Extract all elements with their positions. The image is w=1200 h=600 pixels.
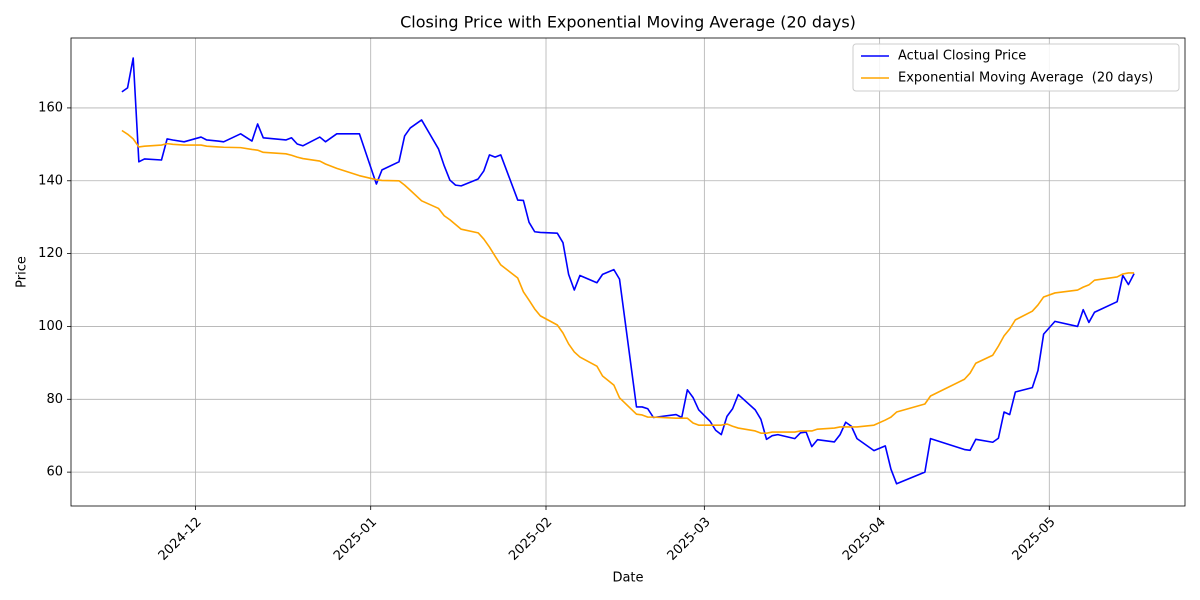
legend-box bbox=[852, 43, 1180, 92]
y-tick-label: 80 bbox=[46, 392, 63, 407]
y-tick-label: 140 bbox=[38, 173, 63, 188]
y-tick-label: 100 bbox=[38, 319, 63, 334]
legend-label: Exponential Moving Average (20 days) bbox=[898, 71, 1153, 86]
y-tick-label: 120 bbox=[38, 246, 63, 261]
x-axis-label: Date bbox=[612, 571, 643, 586]
y-axis-label: Price bbox=[15, 256, 30, 288]
series-line bbox=[121, 57, 1135, 485]
series-line bbox=[121, 129, 1135, 434]
plot-frame bbox=[70, 37, 1186, 507]
chart-title: Closing Price with Exponential Moving Av… bbox=[400, 13, 856, 32]
legend-label: Actual Closing Price bbox=[898, 49, 1026, 64]
y-tick-label: 160 bbox=[38, 100, 63, 115]
y-tick-label: 60 bbox=[46, 465, 63, 480]
legend: Actual Closing Price Exponential Moving A… bbox=[852, 43, 1180, 92]
